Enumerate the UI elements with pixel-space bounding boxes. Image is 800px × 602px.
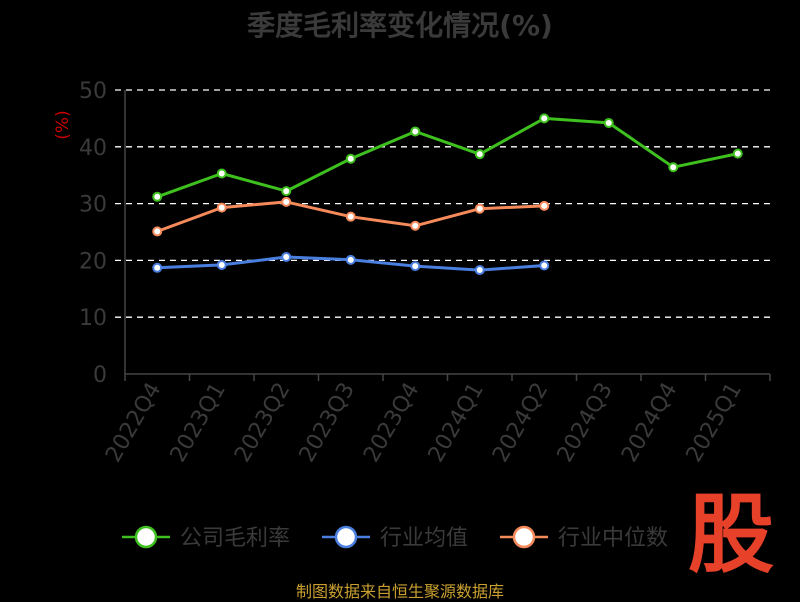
data-point: [410, 220, 421, 231]
legend-label: 公司毛利率: [180, 526, 290, 551]
data-point: [216, 259, 227, 270]
y-axis-label: (%): [53, 110, 73, 139]
legend-swatch-marker: [512, 525, 536, 549]
x-tick-label: 2023Q3: [295, 379, 360, 467]
legend-label: 行业中位数: [558, 526, 668, 551]
data-point: [345, 211, 356, 222]
x-tick-label: 2024Q2: [488, 379, 553, 467]
x-tick-label: 2024Q3: [553, 379, 618, 467]
data-point: [474, 265, 485, 276]
series-line: [156, 116, 739, 199]
x-tick-label: 2023Q4: [359, 379, 424, 467]
y-tick-label: 50: [79, 79, 107, 104]
grid-layer: [115, 89, 770, 318]
legend-item: 行业均值: [322, 525, 468, 551]
data-point: [603, 117, 614, 128]
data-point: [216, 168, 227, 179]
legend-swatch-marker: [334, 525, 358, 549]
x-tick-label: 2023Q1: [166, 379, 231, 467]
y-tick-label: 40: [79, 136, 107, 161]
y-tick-label: 20: [79, 249, 107, 274]
legend-item: 公司毛利率: [122, 525, 290, 551]
x-tick-label: 2022Q4: [101, 379, 166, 467]
data-point: [281, 186, 292, 197]
data-point: [152, 226, 163, 237]
data-point: [539, 260, 550, 271]
data-point: [539, 200, 550, 211]
x-tick-label: 2024Q4: [617, 379, 682, 467]
data-source-note: 制图数据来自恒生聚源数据库: [295, 582, 504, 601]
data-point: [345, 153, 356, 164]
data-point: [474, 203, 485, 214]
data-point: [410, 261, 421, 272]
data-point: [216, 202, 227, 213]
data-point: [152, 262, 163, 273]
watermark-logo: 股: [688, 485, 774, 585]
data-point: [152, 191, 163, 202]
y-tick-label: 0: [93, 363, 107, 388]
data-point: [281, 196, 292, 207]
x-tick-label: 2023Q2: [230, 379, 295, 467]
y-tick-label: 10: [79, 306, 107, 331]
data-point: [668, 162, 679, 173]
y-tick-label: 30: [79, 193, 107, 218]
x-tick-label: 2024Q1: [424, 379, 489, 467]
legend: 公司毛利率 行业均值 行业中位数: [122, 525, 668, 551]
legend-label: 行业均值: [380, 526, 468, 551]
legend-swatch-marker: [134, 525, 158, 549]
data-point: [345, 254, 356, 265]
data-point: [732, 148, 743, 159]
series-layer: [152, 113, 743, 276]
legend-item: 行业中位数: [500, 525, 668, 551]
data-point: [281, 251, 292, 262]
data-point: [539, 113, 550, 124]
x-tick-label: 2025Q1: [682, 379, 747, 467]
data-point: [474, 149, 485, 160]
data-point: [410, 126, 421, 137]
chart-title: 季度毛利率变化情况(%): [247, 9, 553, 42]
